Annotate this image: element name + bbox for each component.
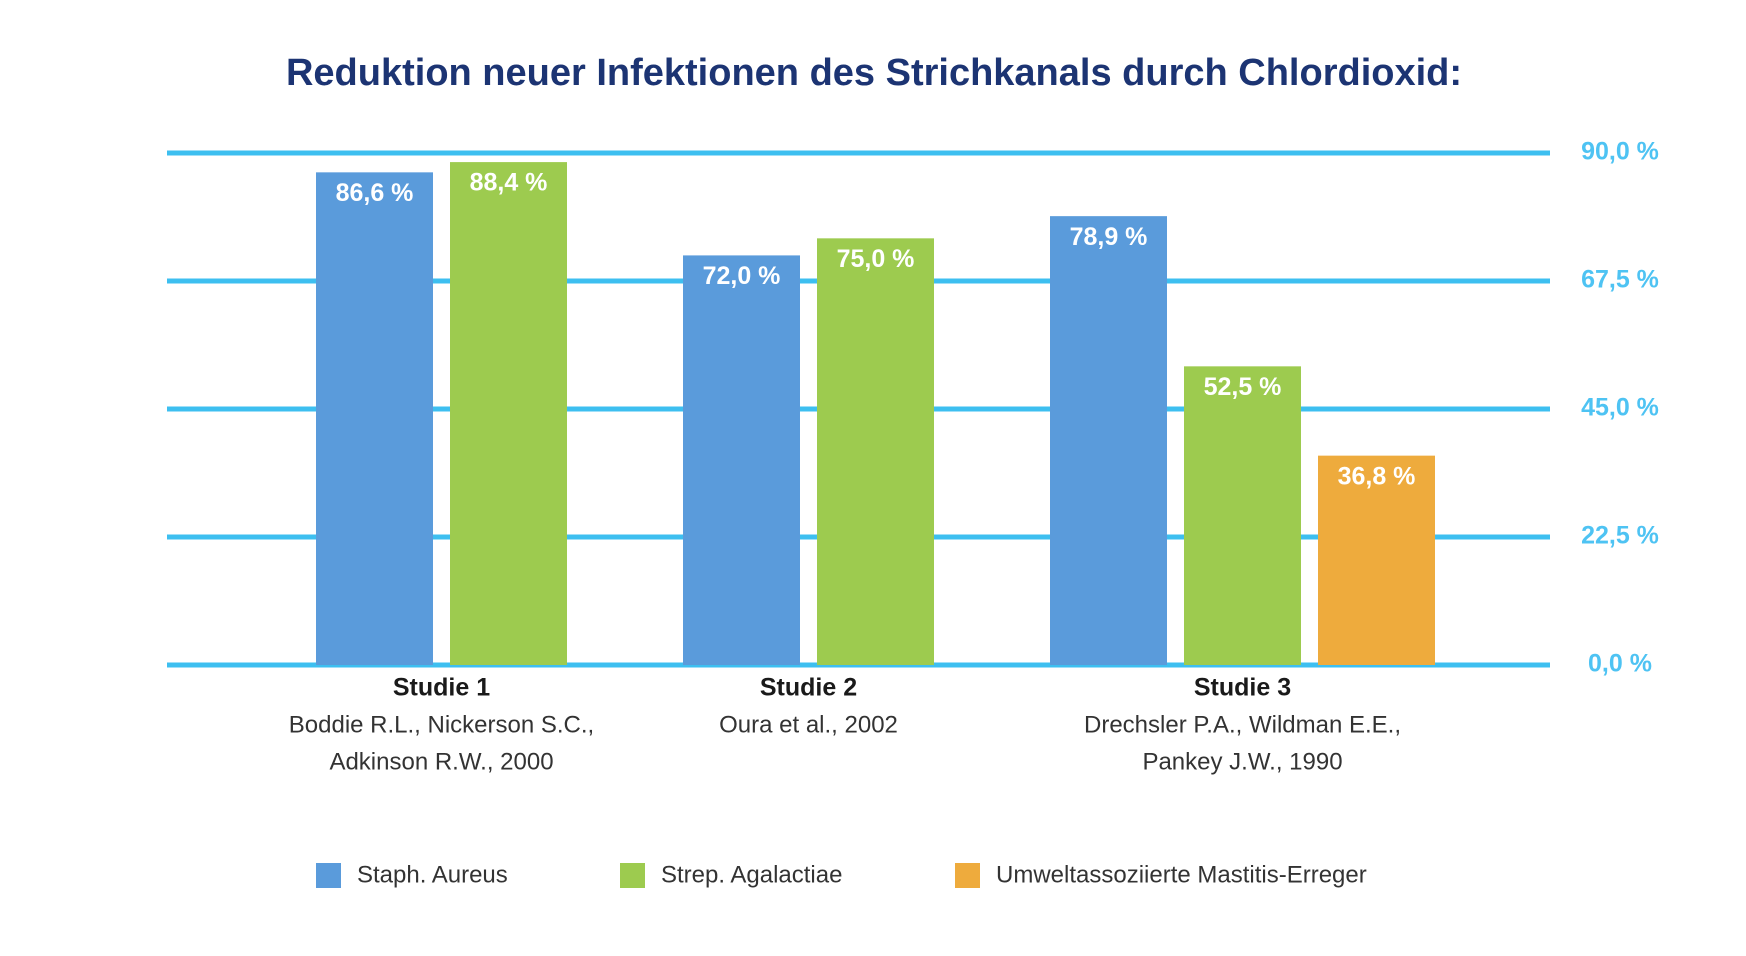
value-label: 78,9 % [1070, 223, 1148, 251]
bar [1184, 366, 1301, 665]
legend-swatch [955, 863, 980, 888]
bar [450, 162, 567, 665]
legend-label: Strep. Agalactiae [661, 861, 842, 888]
x-tick-label: Studie 1 [393, 674, 490, 702]
category-note: Pankey J.W., 1990 [1142, 748, 1342, 775]
legend-label: Umweltassoziierte Mastitis-Erreger [996, 861, 1367, 888]
category-note: Adkinson R.W., 2000 [329, 748, 553, 775]
value-label: 88,4 % [470, 169, 548, 197]
value-label: 75,0 % [837, 245, 915, 273]
category-note: Oura et al., 2002 [719, 711, 898, 738]
y-tick-label: 67,5 % [1581, 266, 1659, 294]
value-label: 86,6 % [336, 179, 414, 207]
value-label: 72,0 % [703, 262, 781, 290]
bar [1318, 455, 1435, 665]
y-tick-label: 0,0 % [1588, 650, 1652, 678]
category-note: Boddie R.L., Nickerson S.C., [289, 711, 594, 738]
y-tick-label: 22,5 % [1581, 522, 1659, 550]
y-tick-label: 45,0 % [1581, 394, 1659, 422]
bar [683, 255, 800, 665]
bar [316, 172, 433, 665]
y-tick-label: 90,0 % [1581, 138, 1659, 166]
value-label: 52,5 % [1204, 373, 1282, 401]
chart-title: Reduktion neuer Infektionen des Strichka… [286, 52, 1462, 94]
legend-swatch [316, 863, 341, 888]
category-note: Drechsler P.A., Wildman E.E., [1084, 711, 1401, 738]
bar [1050, 216, 1167, 665]
x-tick-label: Studie 3 [1194, 674, 1291, 702]
legend-label: Staph. Aureus [357, 861, 508, 888]
legend-swatch [620, 863, 645, 888]
value-label: 36,8 % [1338, 462, 1416, 490]
x-tick-label: Studie 2 [760, 674, 857, 702]
bar [817, 238, 934, 666]
